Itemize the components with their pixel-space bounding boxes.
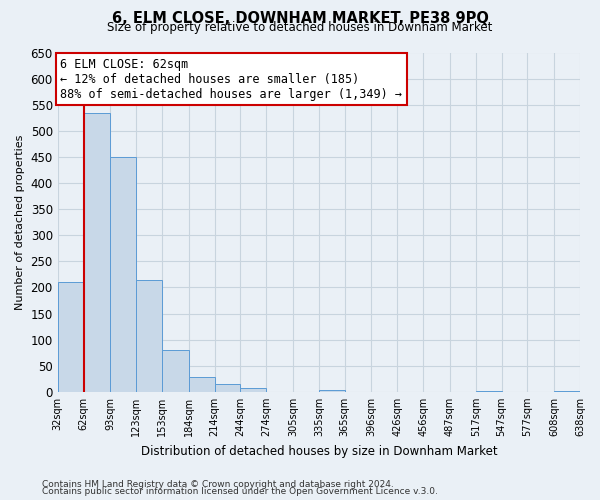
- Y-axis label: Number of detached properties: Number of detached properties: [15, 134, 25, 310]
- Text: Size of property relative to detached houses in Downham Market: Size of property relative to detached ho…: [107, 22, 493, 35]
- Bar: [215, 384, 241, 392]
- Text: 6 ELM CLOSE: 62sqm
← 12% of detached houses are smaller (185)
88% of semi-detach: 6 ELM CLOSE: 62sqm ← 12% of detached hou…: [60, 58, 402, 100]
- Bar: [319, 390, 344, 392]
- Text: Contains public sector information licensed under the Open Government Licence v.: Contains public sector information licen…: [42, 487, 438, 496]
- Bar: [241, 388, 266, 392]
- Bar: [162, 350, 188, 392]
- Bar: [110, 157, 136, 392]
- Bar: [188, 377, 215, 392]
- Bar: [83, 112, 110, 392]
- Text: Contains HM Land Registry data © Crown copyright and database right 2024.: Contains HM Land Registry data © Crown c…: [42, 480, 394, 489]
- X-axis label: Distribution of detached houses by size in Downham Market: Distribution of detached houses by size …: [140, 444, 497, 458]
- Text: 6, ELM CLOSE, DOWNHAM MARKET, PE38 9PQ: 6, ELM CLOSE, DOWNHAM MARKET, PE38 9PQ: [112, 11, 488, 26]
- Bar: [136, 280, 162, 392]
- Bar: [58, 282, 83, 392]
